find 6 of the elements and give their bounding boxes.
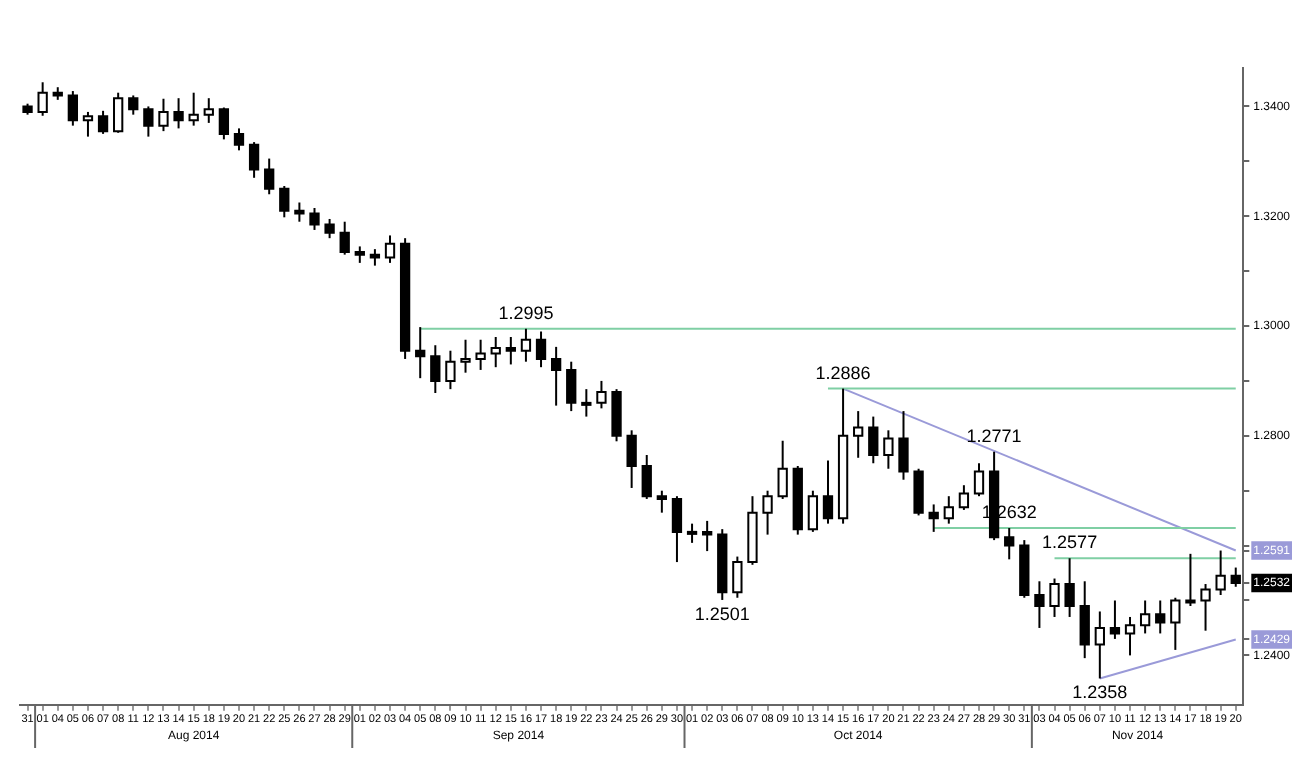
annotation: 1.2501 [694,603,750,624]
annotation: 1.2886 [815,362,871,383]
annotation: 1.2577 [1042,532,1098,553]
annotation: 1.2995 [498,302,554,323]
annotation: 1.2358 [1072,682,1128,703]
annotation: 1.2771 [966,425,1022,446]
